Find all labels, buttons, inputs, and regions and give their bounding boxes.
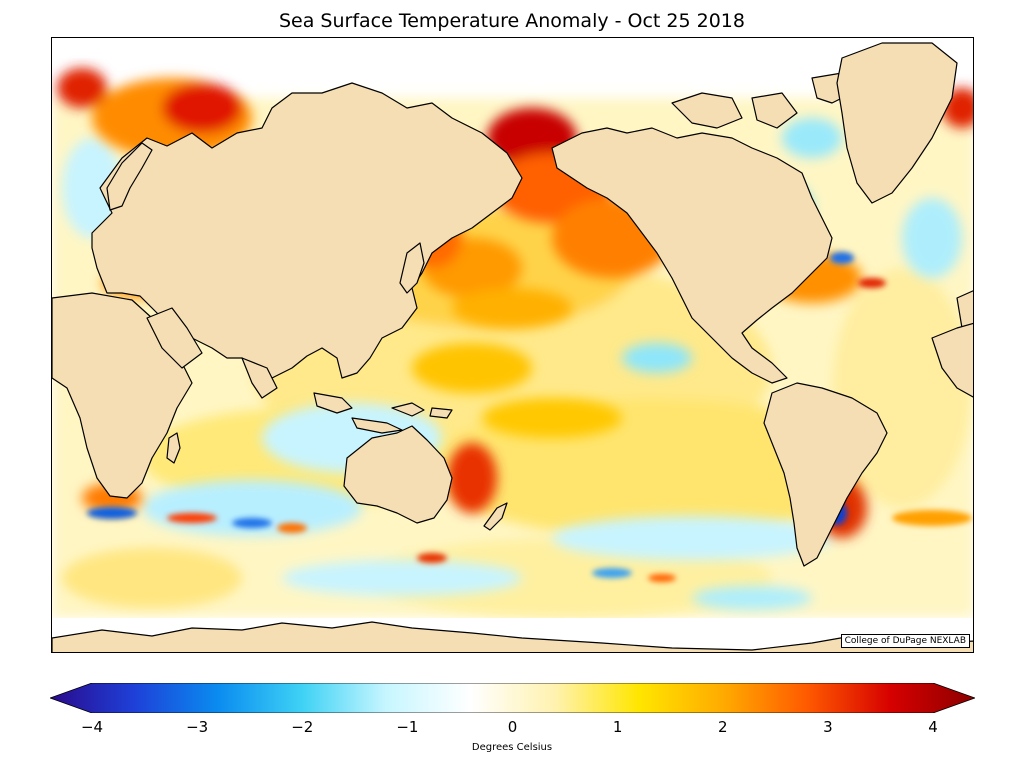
colorbar [50,683,975,713]
north-america-landmass [551,127,833,384]
colorbar-tick-label: −3 [186,718,209,736]
colorbar-tick-label: −4 [80,718,104,736]
madagascar-landmass [166,432,181,464]
colorbar-tick-label: −2 [291,718,314,736]
colorbar-tick-label: 4 [928,718,938,736]
eurasia-landmass [91,82,523,379]
colorbar-tick-label: −1 [396,718,419,736]
arabia-landmass [146,307,203,369]
colorbar-tick-label: 3 [823,718,833,736]
sst-anomaly-map: College of DuPage NEXLAB [51,37,974,653]
map-title: Sea Surface Temperature Anomaly - Oct 25… [279,10,745,32]
india-landmass [241,357,278,399]
south-america-landmass [763,382,888,567]
greenland-landmass [836,42,958,204]
indonesia-islands [313,392,453,434]
land-masses [52,42,973,652]
colorbar-body [50,683,975,713]
credit-label: College of DuPage NEXLAB [840,634,970,648]
australia-landmass [343,425,453,524]
colorbar-tick-label: 1 [612,718,623,736]
colorbar-tick-label: 2 [717,718,728,736]
new-zealand-landmass [483,502,508,531]
colorbar-tick-label: 0 [507,718,518,736]
africa-right-edge [931,322,973,398]
scandinavia-landmass [106,142,153,211]
colorbar-label: Degrees Celsius [471,742,553,753]
japan-landmass [399,242,425,294]
